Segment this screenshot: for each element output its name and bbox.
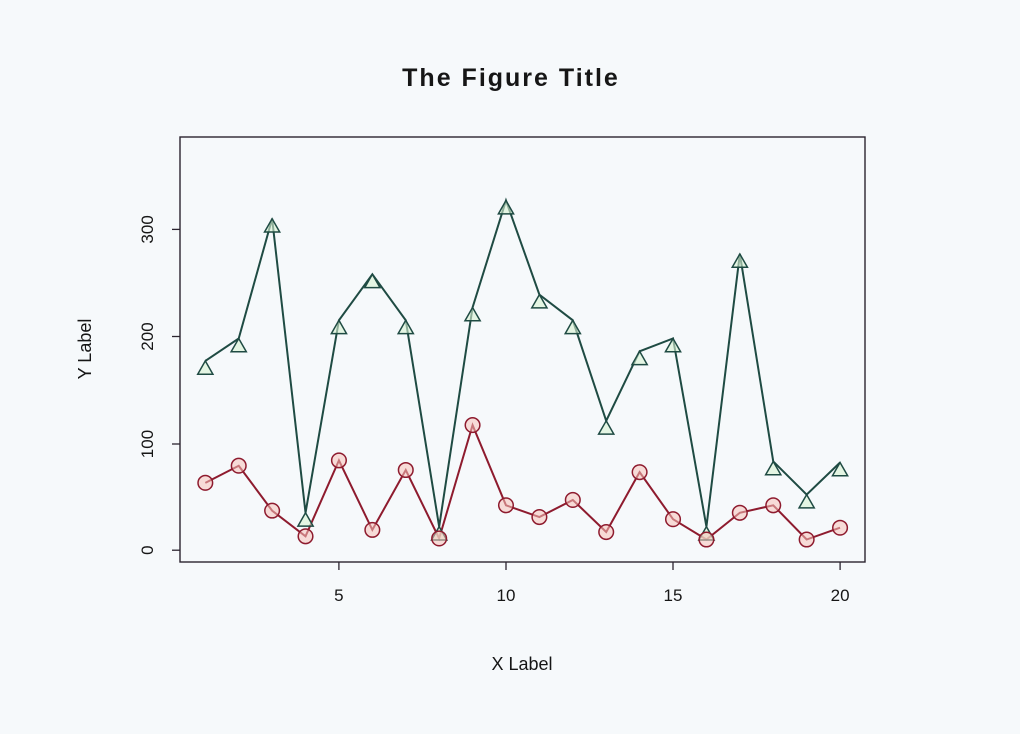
- svg-text:200: 200: [138, 322, 157, 350]
- svg-text:300: 300: [138, 215, 157, 243]
- svg-text:15: 15: [664, 586, 683, 605]
- svg-text:X Label: X Label: [491, 654, 552, 674]
- svg-text:0: 0: [138, 545, 157, 554]
- svg-text:10: 10: [497, 586, 516, 605]
- svg-text:5: 5: [334, 586, 343, 605]
- svg-text:100: 100: [138, 430, 157, 458]
- svg-text:20: 20: [831, 586, 850, 605]
- svg-text:Y Label: Y Label: [75, 319, 95, 380]
- svg-text:The Figure Title: The Figure Title: [402, 64, 620, 92]
